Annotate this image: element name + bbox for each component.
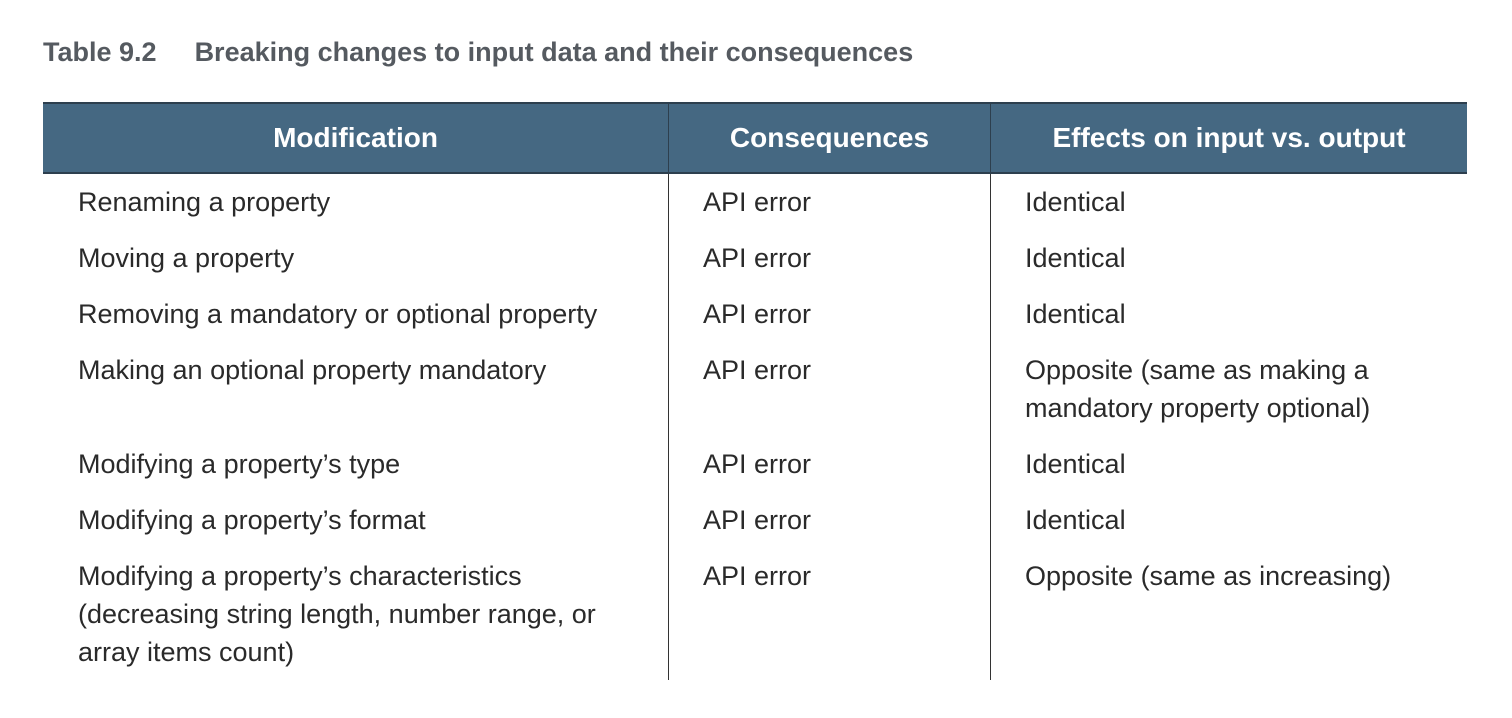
header-effects: Effects on input vs. output xyxy=(1052,122,1406,153)
cell-line: Identical xyxy=(1025,299,1126,329)
table-header-row: Modification Consequences Effects on inp… xyxy=(43,102,1467,174)
cell-line: Opposite (same as increasing) xyxy=(1025,561,1392,591)
table-row: Making an optional property mandatory API… xyxy=(43,342,1467,436)
table-caption: Table 9.2 Breaking changes to input data … xyxy=(43,34,913,70)
cell-modification: Moving a property xyxy=(43,230,669,286)
cell-consequences: API error xyxy=(669,342,991,436)
table-row: Moving a property API error Identical xyxy=(43,230,1467,286)
table-title: Breaking changes to input data and their… xyxy=(194,37,914,67)
table-row: Modifying a property’s type API error Iden… xyxy=(43,436,1467,492)
cell-consequences: API error xyxy=(669,286,991,342)
cell-modification: Modifying a property’s type xyxy=(43,436,669,492)
cell-consequences: API error xyxy=(669,174,991,230)
cell-line: API error xyxy=(703,187,812,217)
cell-effects: Identical xyxy=(991,174,1467,230)
table-body: Renaming a property API error Identical Mov… xyxy=(43,174,1467,680)
cell-line: (decreasing string length, number range,… xyxy=(78,599,596,629)
table-row: Renaming a property API error Identical xyxy=(43,174,1467,230)
table-row: Removing a mandatory or optional propert… xyxy=(43,286,1467,342)
cell-line: Modifying a property’s characteristics xyxy=(78,561,522,591)
cell-line: Identical xyxy=(1025,505,1126,535)
cell-effects: Opposite (same as making a mandatory prop… xyxy=(991,342,1467,436)
cell-line: array items count) xyxy=(78,637,295,667)
cell-effects: Identical xyxy=(991,492,1467,548)
cell-modification: Removing a mandatory or optional propert… xyxy=(43,286,669,342)
cell-line: API error xyxy=(703,505,812,535)
table-row: Modifying a property’s characteristics (d… xyxy=(43,548,1467,680)
cell-line: Removing a mandatory or optional propert… xyxy=(78,299,598,329)
cell-line: Identical xyxy=(1025,449,1126,479)
cell-line: Modifying a property’s type xyxy=(78,449,401,479)
header-modification: Modification xyxy=(43,104,669,172)
breaking-changes-table: Modification Consequences Effects on inp… xyxy=(43,102,1467,680)
cell-consequences: API error xyxy=(669,492,991,548)
table-number: Table 9.2 xyxy=(43,37,157,67)
cell-effects: Identical xyxy=(991,436,1467,492)
cell-modification: Making an optional property mandatory xyxy=(43,342,669,436)
cell-line: Renaming a property xyxy=(78,187,331,217)
cell-modification: Renaming a property xyxy=(43,174,669,230)
cell-line: Moving a property xyxy=(78,243,295,273)
cell-consequences: API error xyxy=(669,230,991,286)
header-consequences: Consequences xyxy=(669,104,991,172)
cell-modification: Modifying a property’s format xyxy=(43,492,669,548)
cell-effects: Identical xyxy=(991,286,1467,342)
cell-line: mandatory property optional) xyxy=(1025,393,1371,423)
cell-consequences: API error xyxy=(669,436,991,492)
cell-line: Identical xyxy=(1025,243,1126,273)
cell-line: Making an optional property mandatory xyxy=(78,355,547,385)
cell-effects: Identical xyxy=(991,230,1467,286)
cell-line: API error xyxy=(703,243,812,273)
cell-consequences: API error xyxy=(669,548,991,680)
cell-line: API error xyxy=(703,299,812,329)
cell-line: API error xyxy=(703,561,812,591)
cell-modification: Modifying a property’s characteristics (d… xyxy=(43,548,669,680)
cell-effects: Opposite (same as increasing) xyxy=(991,548,1467,680)
cell-line: API error xyxy=(703,449,812,479)
cell-line: Identical xyxy=(1025,187,1126,217)
table-row: Modifying a property’s format API error Id… xyxy=(43,492,1467,548)
cell-line: API error xyxy=(703,355,812,385)
cell-line: Modifying a property’s format xyxy=(78,505,426,535)
cell-line: Opposite (same as making a xyxy=(1025,355,1369,385)
